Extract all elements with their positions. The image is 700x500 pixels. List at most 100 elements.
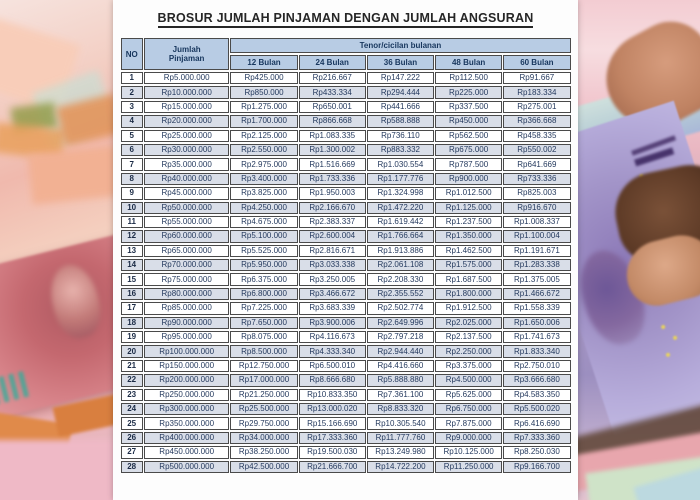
tenor-columns-row: 12 Bulan 24 Bulan 36 Bulan 48 Bulan 60 B… <box>121 55 571 70</box>
cell-angsuran-5: Rp641.669 <box>503 158 571 171</box>
cell-angsuran-5: Rp366.668 <box>503 115 571 128</box>
page-title: BROSUR JUMLAH PINJAMAN DENGAN JUMLAH ANG… <box>157 11 534 28</box>
cell-angsuran-2: Rp1.083.335 <box>298 129 366 142</box>
cell-angsuran-5: Rp6.416.690 <box>503 417 571 430</box>
table-row: 7 Rp35.000.000 Rp2.975.000 Rp1.516.669 Rp1.0… <box>120 158 571 171</box>
banknote-fragment <box>0 440 113 500</box>
table-row: 15 Rp75.000.000 Rp6.375.000 Rp3.250.005 Rp2.… <box>120 273 571 286</box>
cell-angsuran-1: Rp5.525.000 <box>230 244 298 258</box>
cell-angsuran-2: Rp1.733.336 <box>298 172 366 186</box>
header-60-bulan: 60 Bulan <box>503 55 571 70</box>
cell-angsuran-1: Rp1.700.000 <box>230 115 298 128</box>
cell-no: 6 <box>120 143 143 157</box>
cell-angsuran-1: Rp3.825.000 <box>230 187 298 200</box>
cell-no: 23 <box>120 388 143 401</box>
cell-angsuran-4: Rp675.000 <box>435 143 503 157</box>
cell-no: 15 <box>120 273 143 286</box>
cell-angsuran-1: Rp1.275.000 <box>230 100 298 114</box>
table-row: 20 Rp100.000.000 Rp8.500.000 Rp4.333.340 Rp2… <box>120 345 571 358</box>
cell-no: 21 <box>120 359 143 373</box>
cell-angsuran-2: Rp1.516.669 <box>298 158 366 171</box>
cell-angsuran-2: Rp2.383.337 <box>298 215 366 229</box>
cell-jumlah-pinjaman: Rp55.000.000 <box>143 215 230 229</box>
table-row: 12 Rp60.000.000 Rp5.100.000 Rp2.600.004 Rp1.… <box>120 230 571 243</box>
header-48-bulan: 48 Bulan <box>435 55 503 70</box>
cell-angsuran-1: Rp5.950.000 <box>230 259 298 272</box>
cell-angsuran-1: Rp25.500.000 <box>230 402 298 416</box>
cell-angsuran-1: Rp850.000 <box>230 86 298 99</box>
cell-angsuran-5: Rp7.333.360 <box>503 431 571 445</box>
cell-angsuran-1: Rp17.000.000 <box>230 374 298 387</box>
cell-angsuran-1: Rp7.225.000 <box>230 302 298 315</box>
cell-angsuran-4: Rp450.000 <box>435 115 503 128</box>
cell-no: 16 <box>120 287 143 301</box>
cell-no: 3 <box>120 100 143 114</box>
cell-angsuran-5: Rp1.741.673 <box>503 331 571 344</box>
cell-angsuran-3: Rp147.222 <box>366 72 435 85</box>
cell-jumlah-pinjaman: Rp20.000.000 <box>143 115 230 128</box>
cell-angsuran-3: Rp2.649.996 <box>366 316 435 330</box>
cell-no: 17 <box>120 302 143 315</box>
cell-angsuran-3: Rp588.888 <box>366 115 435 128</box>
cell-angsuran-3: Rp5.888.880 <box>366 374 435 387</box>
cell-angsuran-1: Rp2.975.000 <box>230 158 298 171</box>
cell-angsuran-5: Rp733.336 <box>503 172 571 186</box>
cell-no: 27 <box>120 446 143 459</box>
cell-angsuran-4: Rp2.250.000 <box>435 345 503 358</box>
cell-angsuran-1: Rp3.400.000 <box>230 172 298 186</box>
cell-angsuran-3: Rp2.061.108 <box>366 259 435 272</box>
cell-angsuran-5: Rp1.833.340 <box>503 345 571 358</box>
cell-angsuran-2: Rp2.816.671 <box>298 244 366 258</box>
cell-angsuran-5: Rp3.666.680 <box>503 374 571 387</box>
cell-angsuran-5: Rp91.667 <box>503 72 571 85</box>
cell-angsuran-2: Rp6.500.010 <box>298 359 366 373</box>
cell-angsuran-3: Rp1.766.664 <box>366 230 435 243</box>
cell-angsuran-2: Rp3.683.339 <box>298 302 366 315</box>
cell-angsuran-5: Rp458.335 <box>503 129 571 142</box>
cell-no: 11 <box>120 215 143 229</box>
cell-jumlah-pinjaman: Rp15.000.000 <box>143 100 230 114</box>
cell-angsuran-1: Rp21.250.000 <box>230 388 298 401</box>
table-row: 27 Rp450.000.000 Rp38.250.000 Rp19.500.030 R… <box>120 446 571 459</box>
cell-angsuran-3: Rp4.416.660 <box>366 359 435 373</box>
table-row: 8 Rp40.000.000 Rp3.400.000 Rp1.733.336 Rp1.1… <box>120 172 571 186</box>
cell-angsuran-5: Rp1.466.672 <box>503 287 571 301</box>
cell-angsuran-2: Rp2.166.670 <box>298 201 366 214</box>
cell-jumlah-pinjaman: Rp250.000.000 <box>143 388 230 401</box>
table-row: 9 Rp45.000.000 Rp3.825.000 Rp1.950.003 Rp1.3… <box>120 187 571 200</box>
cell-angsuran-1: Rp4.675.000 <box>230 215 298 229</box>
cell-angsuran-5: Rp550.002 <box>503 143 571 157</box>
cell-angsuran-5: Rp4.583.350 <box>503 388 571 401</box>
cell-angsuran-4: Rp112.500 <box>435 72 503 85</box>
cell-angsuran-1: Rp5.100.000 <box>230 230 298 243</box>
cell-jumlah-pinjaman: Rp5.000.000 <box>143 72 230 85</box>
cell-angsuran-2: Rp2.600.004 <box>298 230 366 243</box>
cell-no: 1 <box>120 72 143 85</box>
cell-no: 26 <box>120 431 143 445</box>
cell-angsuran-5: Rp1.558.339 <box>503 302 571 315</box>
cell-angsuran-3: Rp736.110 <box>366 129 435 142</box>
cell-no: 19 <box>120 331 143 344</box>
header-12-bulan: 12 Bulan <box>230 55 298 70</box>
table-body: 1 Rp5.000.000 Rp425.000 Rp216.667 Rp147.222 R… <box>120 72 571 473</box>
banknote-fragment <box>27 145 113 205</box>
cell-jumlah-pinjaman: Rp70.000.000 <box>143 259 230 272</box>
cell-angsuran-4: Rp1.350.000 <box>435 230 503 243</box>
cell-jumlah-pinjaman: Rp400.000.000 <box>143 431 230 445</box>
cell-angsuran-3: Rp2.944.440 <box>366 345 435 358</box>
brochure-panel: BROSUR JUMLAH PINJAMAN DENGAN JUMLAH ANG… <box>113 0 578 500</box>
cell-angsuran-4: Rp562.500 <box>435 129 503 142</box>
table-row: 4 Rp20.000.000 Rp1.700.000 Rp866.668 Rp588.8… <box>120 115 571 128</box>
header-jumlah-pinjaman: Jumlah Pinjaman <box>143 38 230 70</box>
left-banknotes-photo: 00 <box>0 0 113 500</box>
cell-angsuran-4: Rp6.750.000 <box>435 402 503 416</box>
cell-angsuran-4: Rp1.012.500 <box>435 187 503 200</box>
cell-angsuran-5: Rp1.191.671 <box>503 244 571 258</box>
cell-angsuran-5: Rp8.250.030 <box>503 446 571 459</box>
table-row: 6 Rp30.000.000 Rp2.550.000 Rp1.300.002 Rp883… <box>120 143 571 157</box>
cell-angsuran-2: Rp4.333.340 <box>298 345 366 358</box>
table-row: 21 Rp150.000.000 Rp12.750.000 Rp6.500.010 Rp… <box>120 359 571 373</box>
cell-angsuran-2: Rp15.166.690 <box>298 417 366 430</box>
cell-angsuran-4: Rp900.000 <box>435 172 503 186</box>
